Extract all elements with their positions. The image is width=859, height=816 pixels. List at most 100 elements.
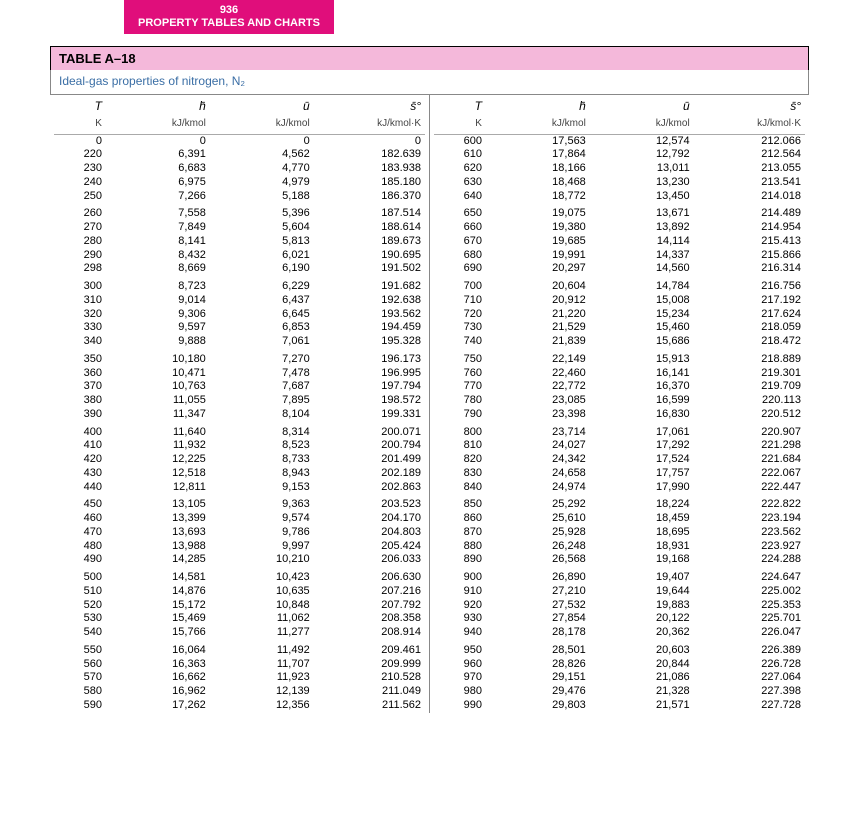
col-u-sym: ū [590,95,694,114]
table-row: 75022,14915,913218.889 [434,353,805,367]
data-table-left: T h̄ ū s̄° K kJ/kmol kJ/kmol kJ/kmol·K 0… [54,95,425,713]
table-row: 0000 [54,134,425,148]
col-u-sym: ū [210,95,314,114]
cell-u: 17,061 [590,426,694,440]
cell-h: 11,055 [106,394,210,408]
cell-s: 209.461 [314,644,425,658]
table-row: 77022,77216,370219.709 [434,380,805,394]
table-row: 55016,06411,492209.461 [54,644,425,658]
cell-s: 191.502 [314,262,425,276]
cell-T: 650 [434,207,486,221]
cell-T: 950 [434,644,486,658]
cell-h: 22,460 [486,367,590,381]
cell-s: 217.192 [694,294,805,308]
cell-u: 5,396 [210,207,314,221]
cell-h: 28,178 [486,626,590,640]
cell-T: 600 [434,134,486,148]
cell-u: 21,086 [590,671,694,685]
cell-T: 830 [434,467,486,481]
cell-u: 6,021 [210,249,314,263]
cell-h: 10,471 [106,367,210,381]
cell-s: 226.728 [694,658,805,672]
cell-s: 203.523 [314,498,425,512]
cell-h: 15,766 [106,626,210,640]
cell-u: 7,270 [210,353,314,367]
col-h-unit: kJ/kmol [106,114,210,134]
table-row: 3409,8887,061195.328 [54,335,425,349]
cell-h: 8,141 [106,235,210,249]
cell-s: 183.938 [314,162,425,176]
cell-s: 224.288 [694,553,805,567]
table-row: 87025,92818,695223.562 [434,526,805,540]
table-row: 59017,26212,356211.562 [54,699,425,713]
col-u-unit: kJ/kmol [210,114,314,134]
cell-s: 205.424 [314,540,425,554]
cell-T: 420 [54,453,106,467]
cell-s: 192.638 [314,294,425,308]
cell-s: 207.792 [314,599,425,613]
cell-s: 188.614 [314,221,425,235]
cell-u: 16,370 [590,380,694,394]
cell-s: 222.067 [694,467,805,481]
cell-T: 250 [54,190,106,204]
table-row: 2206,3914,562182.639 [54,148,425,162]
cell-T: 730 [434,321,486,335]
table-row: 92027,53219,883225.353 [434,599,805,613]
cell-h: 23,085 [486,394,590,408]
table-row: 49014,28510,210206.033 [54,553,425,567]
cell-T: 450 [54,498,106,512]
table-row: 89026,56819,168224.288 [434,553,805,567]
table-row: 62018,16613,011213.055 [434,162,805,176]
cell-T: 690 [434,262,486,276]
table-row: 67019,68514,114215.413 [434,235,805,249]
cell-T: 540 [54,626,106,640]
cell-h: 16,662 [106,671,210,685]
cell-u: 11,707 [210,658,314,672]
cell-T: 310 [54,294,106,308]
table-row: 42012,2258,733201.499 [54,453,425,467]
table-row: 90026,89019,407224.647 [434,571,805,585]
table-caption: Ideal-gas properties of nitrogen, N₂ [50,70,809,95]
cell-T: 360 [54,367,106,381]
cell-h: 22,149 [486,353,590,367]
table-row: 64018,77213,450214.018 [434,190,805,204]
cell-h: 12,518 [106,467,210,481]
cell-h: 23,714 [486,426,590,440]
table-row: 43012,5188,943202.189 [54,467,425,481]
cell-u: 12,356 [210,699,314,713]
cell-h: 21,529 [486,321,590,335]
cell-s: 222.447 [694,481,805,495]
cell-s: 193.562 [314,308,425,322]
cell-u: 9,786 [210,526,314,540]
cell-u: 4,562 [210,148,314,162]
cell-s: 225.701 [694,612,805,626]
cell-h: 8,432 [106,249,210,263]
cell-u: 10,848 [210,599,314,613]
cell-u: 8,943 [210,467,314,481]
cell-h: 14,285 [106,553,210,567]
cell-s: 223.562 [694,526,805,540]
cell-u: 8,314 [210,426,314,440]
cell-T: 490 [54,553,106,567]
col-u-unit: kJ/kmol [590,114,694,134]
cell-h: 19,075 [486,207,590,221]
cell-u: 8,733 [210,453,314,467]
cell-T: 220 [54,148,106,162]
table-row: 71020,91215,008217.192 [434,294,805,308]
cell-h: 17,262 [106,699,210,713]
cell-h: 9,014 [106,294,210,308]
page-number: 936 [220,4,238,17]
cell-u: 9,574 [210,512,314,526]
cell-T: 820 [434,453,486,467]
cell-s: 218.059 [694,321,805,335]
cell-h: 6,975 [106,176,210,190]
cell-u: 9,997 [210,540,314,554]
cell-u: 6,190 [210,262,314,276]
cell-T: 350 [54,353,106,367]
cell-u: 18,931 [590,540,694,554]
cell-T: 570 [54,671,106,685]
cell-h: 0 [106,134,210,148]
cell-h: 16,064 [106,644,210,658]
cell-h: 27,854 [486,612,590,626]
cell-u: 11,062 [210,612,314,626]
